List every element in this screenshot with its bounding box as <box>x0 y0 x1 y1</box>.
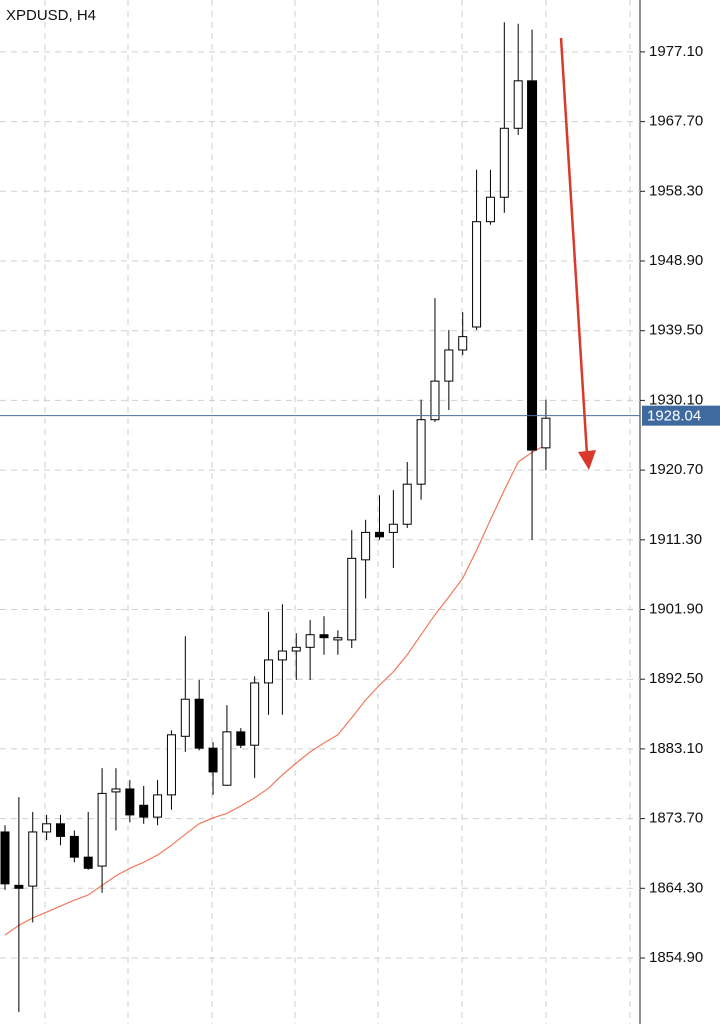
candle-body <box>42 823 52 833</box>
candle-body <box>250 682 260 746</box>
candle-body <box>319 634 329 639</box>
candle-body <box>402 483 412 525</box>
candle-body <box>499 127 509 198</box>
y-tick-label: 1873.70 <box>649 810 703 827</box>
candle-body <box>125 788 135 816</box>
last-price-label: 1928.04 <box>647 408 701 425</box>
candle-body <box>264 659 274 684</box>
last-price-box <box>642 405 720 426</box>
candle-body <box>430 380 440 421</box>
candle-body <box>111 788 121 793</box>
candle-body <box>222 731 232 786</box>
moving-average <box>4 444 547 936</box>
candle-body <box>139 804 149 818</box>
candle-body <box>69 835 79 858</box>
y-tick-label: 1939.50 <box>649 322 703 339</box>
arrow-head <box>578 450 596 470</box>
y-tick-label: 1864.30 <box>649 879 703 896</box>
annotation-arrow <box>559 37 596 470</box>
candle-body <box>14 884 24 889</box>
candle-body <box>361 531 371 561</box>
candle-body <box>416 419 426 485</box>
candle-body <box>458 336 468 351</box>
y-tick-label: 1854.90 <box>649 949 703 966</box>
candle-body <box>166 734 176 796</box>
candle-body <box>333 637 343 641</box>
candle-body <box>194 698 204 749</box>
candle-body <box>83 856 93 869</box>
candle-body <box>208 747 218 773</box>
candle-body <box>347 557 357 641</box>
y-tick-label: 1930.10 <box>649 391 703 408</box>
candle-body <box>291 646 301 652</box>
y-tick-label: 1948.90 <box>649 252 703 269</box>
candle-body <box>277 650 287 661</box>
candle-body <box>485 196 495 223</box>
candle-body <box>527 80 538 451</box>
candle-body <box>513 80 523 129</box>
candle-body <box>0 831 10 885</box>
candle-body <box>374 531 384 538</box>
y-tick-label: 1883.10 <box>649 740 703 757</box>
y-tick-label: 1920.70 <box>649 461 703 478</box>
y-tick-label: 1958.30 <box>649 182 703 199</box>
y-tick-label: 1967.70 <box>649 113 703 130</box>
y-tick-label: 1977.10 <box>649 43 703 60</box>
time-grid <box>44 0 631 1024</box>
candle-body <box>97 792 107 867</box>
candle-body <box>388 523 398 533</box>
candle-body <box>472 221 482 328</box>
chart-title: XPDUSD, H4 <box>6 7 96 24</box>
candle-body <box>28 831 38 887</box>
candle-body <box>305 634 315 648</box>
candle-body <box>55 823 65 837</box>
y-tick-label: 1901.90 <box>649 600 703 617</box>
candle-body <box>180 698 190 737</box>
candle-body <box>236 731 246 746</box>
arrow-shaft <box>559 37 589 456</box>
candle-body <box>153 794 163 818</box>
y-tick-label: 1892.50 <box>649 670 703 687</box>
y-tick-label: 1911.30 <box>649 531 702 548</box>
candle-body <box>541 417 551 449</box>
candle-body <box>444 349 454 382</box>
